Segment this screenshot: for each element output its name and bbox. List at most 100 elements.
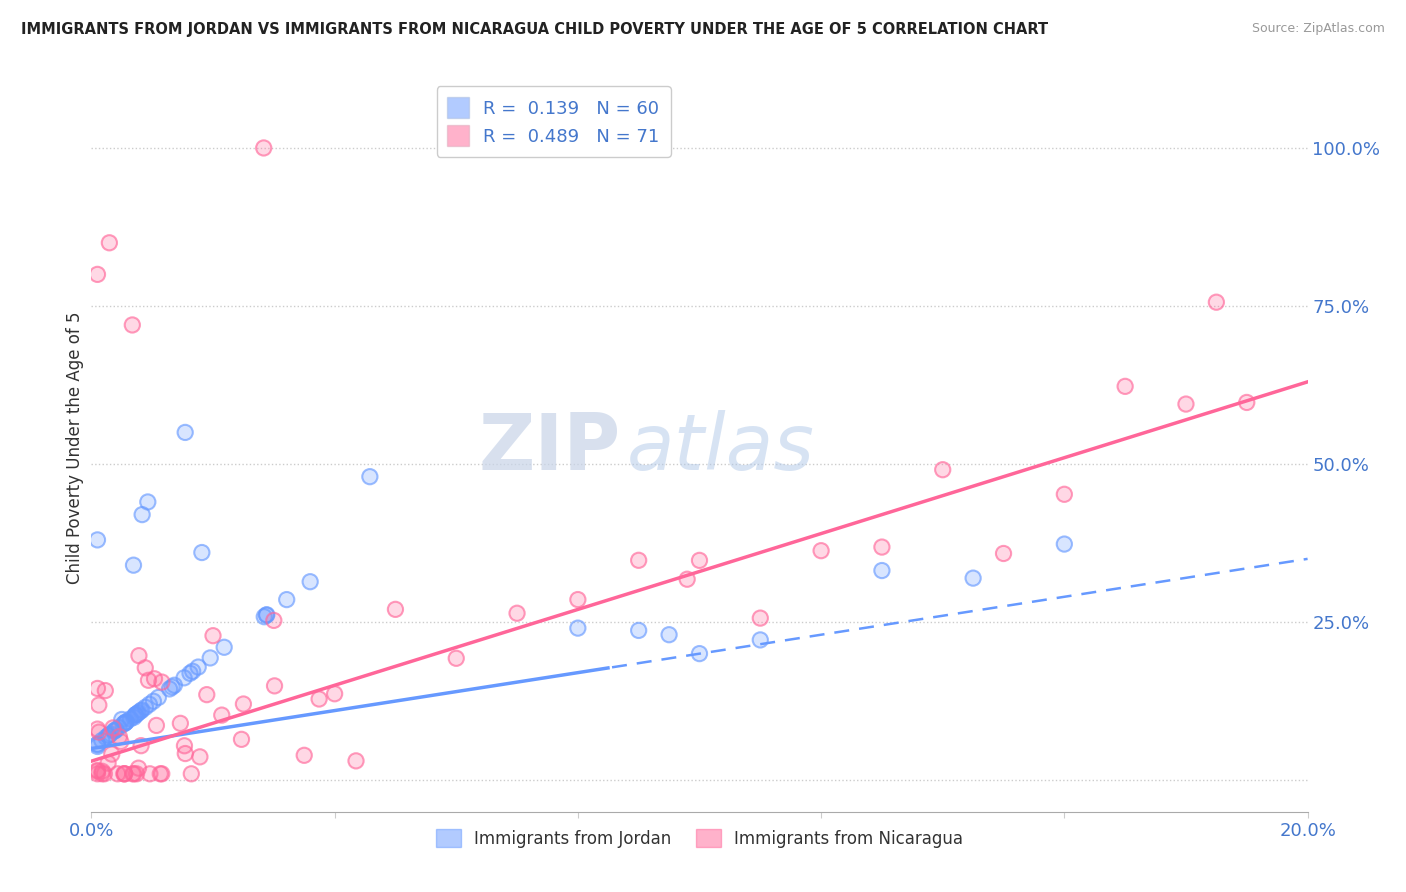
Point — [134, 661, 156, 675]
Point — [567, 621, 589, 635]
Point — [174, 425, 197, 440]
Point — [143, 672, 166, 686]
Point — [86, 681, 108, 696]
Point — [191, 545, 214, 559]
Y-axis label: Child Poverty Under the Age of 5: Child Poverty Under the Age of 5 — [66, 312, 84, 584]
Point — [145, 718, 167, 732]
Point — [111, 713, 134, 727]
Point — [122, 558, 145, 573]
Point — [173, 739, 195, 753]
Point — [101, 721, 124, 735]
Point — [125, 707, 148, 722]
Point — [125, 766, 148, 780]
Point — [993, 547, 1015, 561]
Point — [100, 747, 122, 761]
Point — [87, 725, 110, 739]
Point — [231, 732, 253, 747]
Point — [93, 766, 115, 780]
Point — [263, 614, 285, 628]
Point — [627, 624, 650, 638]
Point — [870, 540, 893, 554]
Point — [100, 747, 122, 761]
Point — [870, 540, 893, 554]
Point — [627, 624, 650, 638]
Point — [344, 754, 367, 768]
Point — [749, 632, 772, 647]
Point — [253, 609, 276, 624]
Point — [212, 640, 235, 655]
Point — [143, 672, 166, 686]
Point — [108, 721, 131, 735]
Point — [195, 688, 218, 702]
Point — [136, 495, 159, 509]
Point — [115, 714, 138, 729]
Point — [150, 766, 173, 780]
Point — [211, 708, 233, 723]
Point — [931, 463, 953, 477]
Point — [211, 708, 233, 723]
Point — [134, 700, 156, 714]
Point — [108, 730, 131, 744]
Point — [1053, 537, 1076, 551]
Point — [173, 739, 195, 753]
Point — [114, 715, 136, 730]
Point — [688, 647, 710, 661]
Point — [86, 738, 108, 752]
Point — [308, 692, 330, 706]
Point — [276, 592, 298, 607]
Point — [122, 710, 145, 724]
Point — [131, 508, 153, 522]
Point — [134, 661, 156, 675]
Point — [200, 651, 222, 665]
Point — [125, 766, 148, 780]
Point — [128, 648, 150, 663]
Point — [94, 731, 117, 745]
Point — [136, 495, 159, 509]
Point — [174, 425, 197, 440]
Text: ZIP: ZIP — [478, 410, 620, 486]
Point — [384, 602, 406, 616]
Point — [145, 718, 167, 732]
Point — [86, 738, 108, 752]
Point — [150, 675, 173, 690]
Point — [253, 609, 276, 624]
Point — [122, 766, 145, 780]
Point — [97, 728, 120, 742]
Point — [148, 690, 170, 705]
Point — [254, 608, 277, 623]
Point — [129, 739, 152, 753]
Point — [276, 592, 298, 607]
Point — [105, 723, 128, 737]
Point — [139, 766, 162, 780]
Point — [100, 727, 122, 741]
Point — [688, 553, 710, 567]
Point — [870, 564, 893, 578]
Point — [90, 733, 112, 747]
Point — [159, 681, 181, 696]
Point — [159, 681, 181, 696]
Point — [103, 724, 125, 739]
Point — [114, 766, 136, 780]
Point — [658, 628, 681, 642]
Point — [931, 463, 953, 477]
Point — [87, 698, 110, 712]
Point — [195, 688, 218, 702]
Point — [1205, 295, 1227, 310]
Point — [91, 764, 114, 779]
Point — [323, 687, 346, 701]
Point — [110, 734, 132, 748]
Point — [676, 572, 699, 586]
Point — [444, 651, 467, 665]
Point — [676, 572, 699, 586]
Point — [94, 683, 117, 698]
Point — [962, 571, 984, 585]
Point — [292, 748, 315, 763]
Point — [359, 469, 381, 483]
Point — [86, 764, 108, 778]
Point — [125, 707, 148, 722]
Point — [1236, 395, 1258, 409]
Point — [93, 766, 115, 780]
Point — [101, 721, 124, 735]
Point — [163, 678, 186, 692]
Point — [150, 675, 173, 690]
